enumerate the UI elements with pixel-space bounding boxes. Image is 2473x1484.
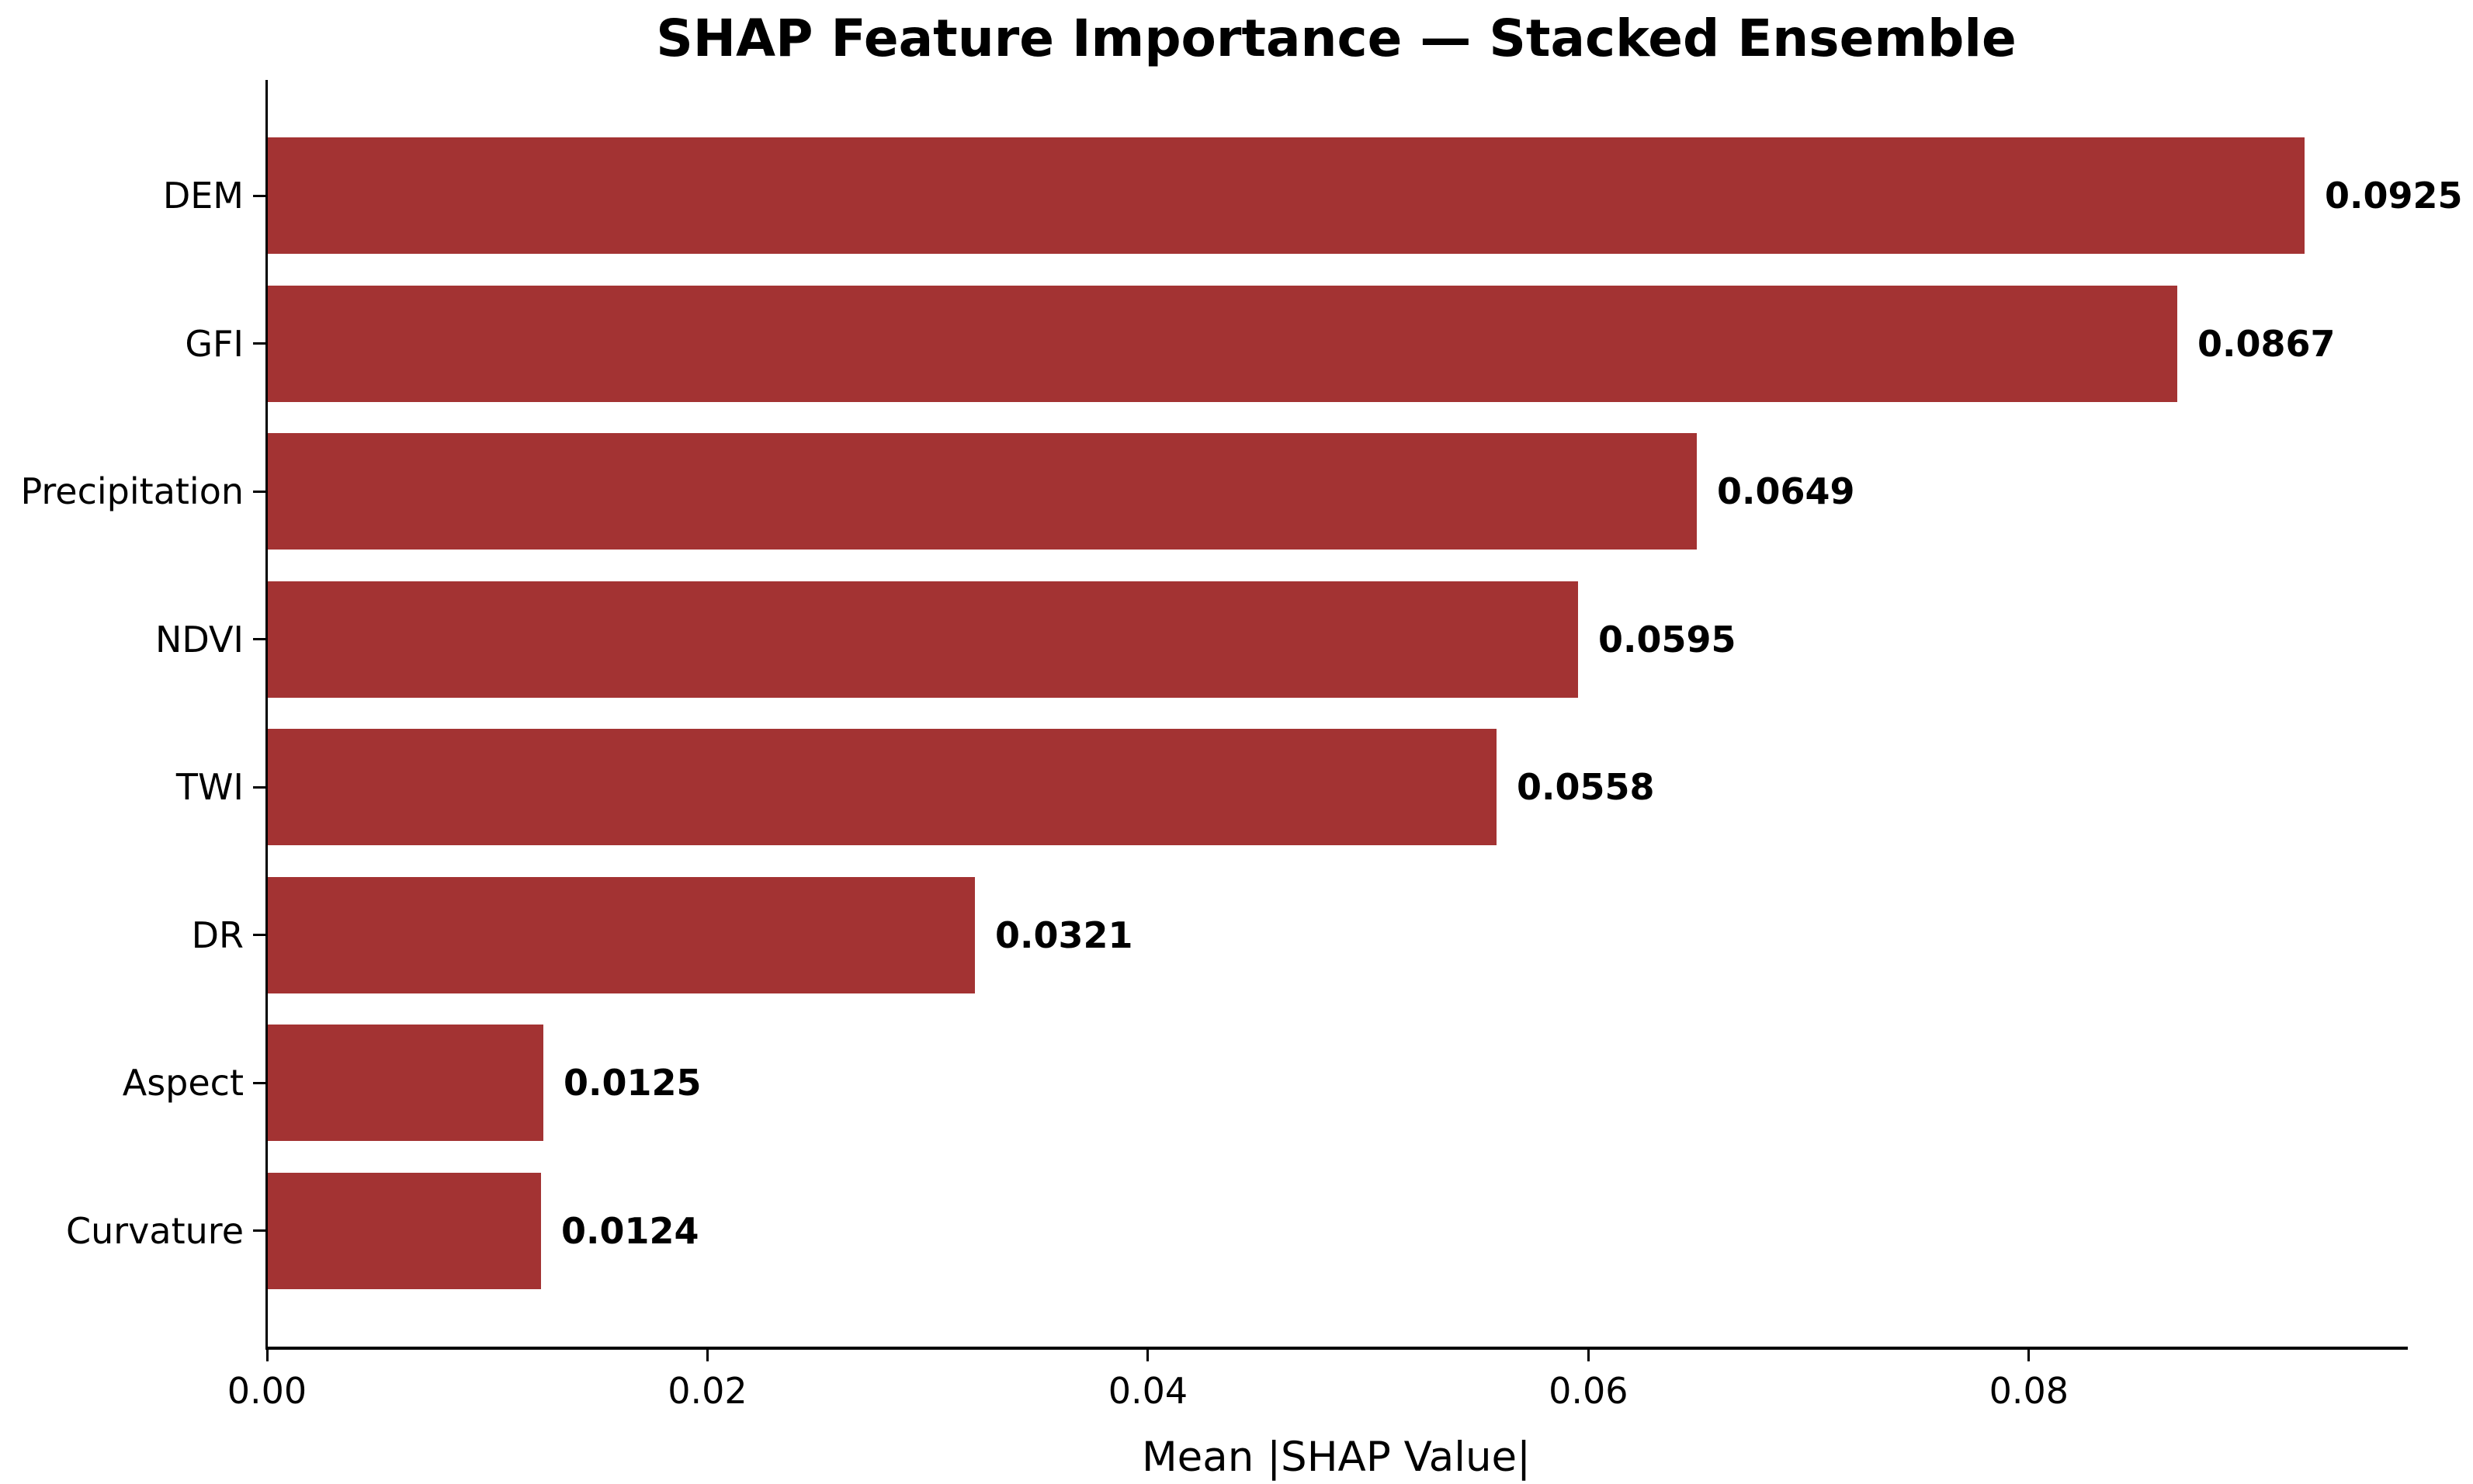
bar-value-label: 0.0649 (1717, 470, 1855, 512)
bar (268, 285, 2177, 402)
y-tick-mark (253, 1081, 265, 1084)
x-axis-spine (265, 1347, 2408, 1350)
category-label: Aspect (122, 1062, 244, 1104)
bar-value-label: 0.0595 (1598, 618, 1736, 661)
x-tick-label: 0.04 (1108, 1370, 1188, 1412)
category-label: Precipitation (20, 470, 244, 512)
x-tick-label: 0.02 (668, 1370, 747, 1412)
bar-value-label: 0.0867 (2197, 322, 2336, 365)
bar (268, 876, 975, 993)
x-tick-label: 0.06 (1549, 1370, 1628, 1412)
x-tick-mark (1587, 1350, 1590, 1361)
x-axis-title: Mean |SHAP Value| (1141, 1434, 1531, 1481)
bar (268, 1172, 541, 1289)
category-label: DR (191, 914, 244, 956)
category-label: DEM (162, 175, 244, 217)
y-tick-mark (253, 194, 265, 197)
y-tick-mark (253, 490, 265, 493)
y-tick-mark (253, 934, 265, 936)
y-tick-mark (253, 1229, 265, 1232)
bar-value-label: 0.0124 (561, 1209, 699, 1252)
y-tick-mark (253, 638, 265, 640)
bar-value-label: 0.0125 (564, 1062, 702, 1104)
category-label: Curvature (66, 1209, 244, 1252)
bar (268, 433, 1697, 550)
x-tick-label: 0.00 (227, 1370, 307, 1412)
x-tick-mark (706, 1350, 709, 1361)
category-label: NDVI (154, 618, 244, 661)
x-tick-mark (265, 1350, 269, 1361)
x-tick-label: 0.08 (1989, 1370, 2069, 1412)
category-label: TWI (175, 766, 244, 808)
y-tick-mark (253, 342, 265, 345)
bar (268, 729, 1497, 845)
category-label: GFI (185, 322, 244, 365)
bar (268, 137, 2305, 254)
y-axis-spine (265, 80, 268, 1350)
chart-title: SHAP Feature Importance — Stacked Ensemb… (656, 9, 2017, 68)
x-tick-mark (2027, 1350, 2031, 1361)
bar-value-label: 0.0558 (1517, 766, 1655, 808)
x-tick-mark (1146, 1350, 1150, 1361)
bar (268, 581, 1578, 698)
bar (268, 1025, 543, 1141)
bar-value-label: 0.0321 (995, 914, 1133, 956)
bar-value-label: 0.0925 (2325, 175, 2463, 217)
y-tick-mark (253, 785, 265, 789)
